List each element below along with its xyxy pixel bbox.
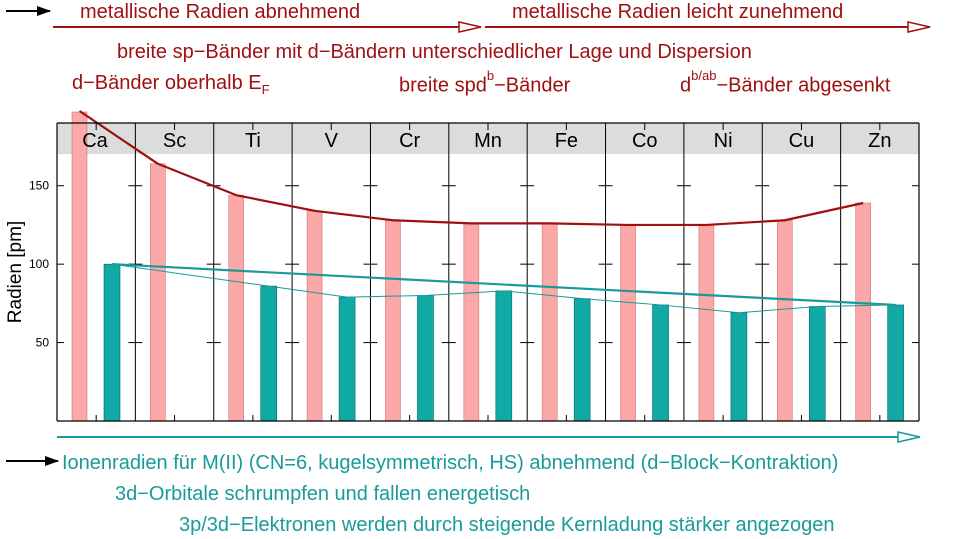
d-bands-lowered-text: d [680,74,692,97]
metallic-radius-bar-cu [776,219,793,422]
spd-bands-text: breite spd [399,74,487,97]
orbital-shrink-label: 3d−Orbitale schrumpfen und fallen energe… [115,483,531,505]
category-label-ti: Ti [245,130,261,152]
y-tick-label-50: 50 [36,336,50,350]
category-label-co: Co [632,130,658,152]
metallic-increasing-label: metallische Radien leicht zunehmend [512,1,844,23]
metallic-radius-bar-co [620,224,636,422]
d-bands-above-fermi-label: d−Bänder oberhalb EF [72,73,270,96]
category-label-ni: Ni [714,130,733,152]
metallic-radius-bar-v [306,210,323,422]
ionic-radii-label: Ionenradien für M(II) (CN=6, kugelsymmet… [62,452,839,474]
spd-bands-tail: −Bänder [494,74,571,97]
ionic-radius-bar-fe [573,298,591,422]
d-bands-lowered-tail: −Bänder abgesenkt [716,74,891,97]
ionic-radius-bar-cr [417,295,434,422]
ionic-radius-bar-ca [103,263,121,422]
category-label-zn: Zn [868,130,891,152]
category-label-mn: Mn [474,130,502,152]
ionic-radius-bar-v [338,296,356,422]
metallic-radius-bar-cr [385,219,401,422]
metallic-radius-bar-fe [541,223,558,422]
metallic-decreasing-label: metallische Radien abnehmend [80,1,361,23]
ionic-radius-bar-ti [260,285,278,422]
metallic-radius-bar-sc [150,163,166,422]
y-axis-label: Radien [pm] [5,221,26,323]
ionic-trend-line [111,263,896,307]
bab-superscript: b/ab [691,68,717,83]
nuclear-charge-label: 3p/3d−Elektronen werden durch steigende … [179,514,835,536]
y-tick-label-150: 150 [29,179,49,193]
ionic-radius-polyline [111,263,896,314]
ionic-radius-bar-zn [887,304,904,422]
category-label-v: V [325,130,339,152]
d-bands-lowered-label: db/ab−Bänder abgesenkt [680,69,891,97]
d-bands-above-fermi-text: d−Bänder oberhalb E [72,72,262,94]
metallic-radius-bar-ca [71,111,88,422]
y-tick-label-100: 100 [29,257,49,271]
spd-superscript: b [486,68,495,83]
spd-bands-label: breite spdb−Bänder [399,69,571,97]
category-label-fe: Fe [555,130,578,152]
metallic-radius-bar-ni [698,224,715,422]
category-label-cr: Cr [399,130,420,152]
metallic-radius-bar-mn [463,223,480,422]
metallic-radius-bar-ti [228,194,245,422]
band-description-line: breite sp−Bänder mit d−Bändern unterschi… [117,41,752,63]
category-label-sc: Sc [163,130,186,152]
metallic-radius-curve [78,110,864,227]
fermi-subscript: F [261,82,270,97]
ionic-radius-bar-ni [730,312,748,422]
category-label-cu: Cu [789,130,815,152]
ionic-radius-bar-co [652,304,669,422]
metallic-radius-bar-zn [855,202,871,422]
ionic-radius-bar-cu [808,306,826,422]
category-label-ca: Ca [82,130,108,152]
ionic-radius-bar-mn [495,290,513,422]
